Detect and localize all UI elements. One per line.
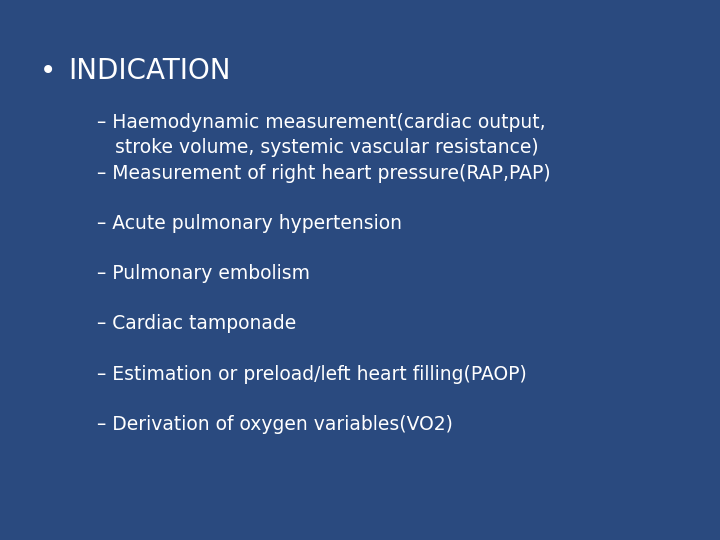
Text: INDICATION: INDICATION [68, 57, 231, 85]
Text: – Estimation or preload/left heart filling(PAOP): – Estimation or preload/left heart filli… [97, 364, 527, 383]
Text: – Derivation of oxygen variables(VO2): – Derivation of oxygen variables(VO2) [97, 415, 453, 434]
Text: – Cardiac tamponade: – Cardiac tamponade [97, 314, 297, 333]
Text: – Haemodynamic measurement(cardiac output,
   stroke volume, systemic vascular r: – Haemodynamic measurement(cardiac outpu… [97, 113, 546, 157]
Text: – Measurement of right heart pressure(RAP,PAP): – Measurement of right heart pressure(RA… [97, 164, 551, 183]
Text: – Pulmonary embolism: – Pulmonary embolism [97, 264, 310, 283]
Text: – Acute pulmonary hypertension: – Acute pulmonary hypertension [97, 214, 402, 233]
Text: •: • [40, 57, 56, 85]
